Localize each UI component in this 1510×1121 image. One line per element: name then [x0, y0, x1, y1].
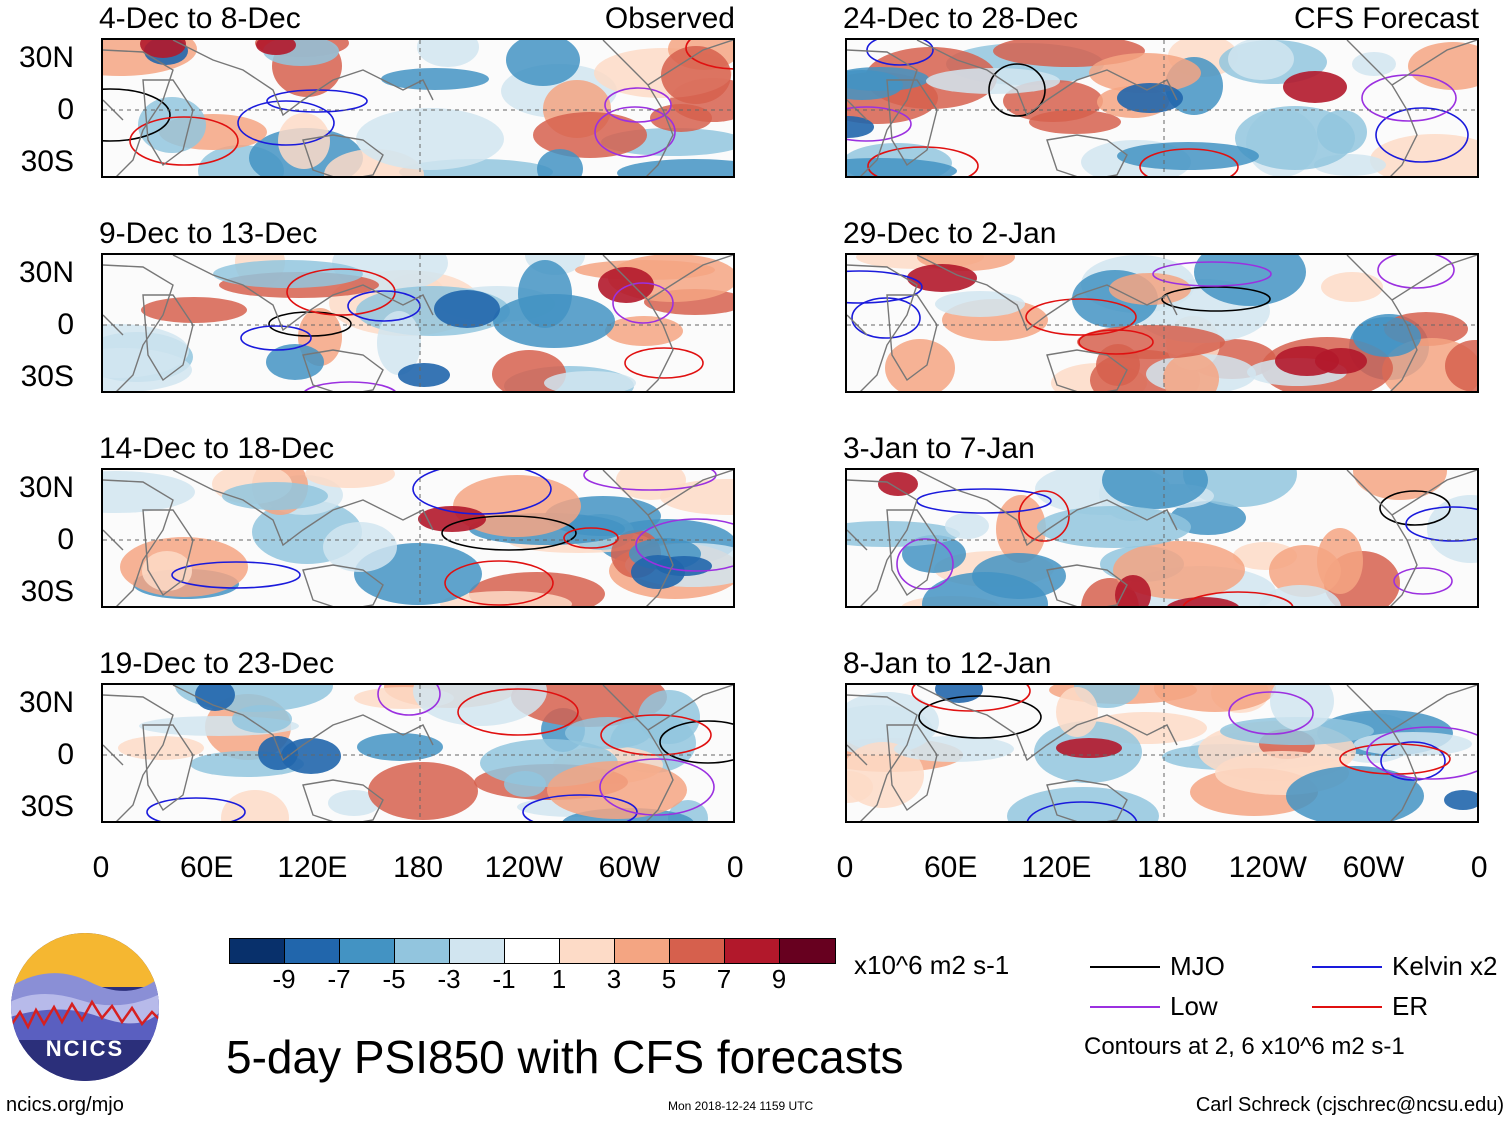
lon-label-left-3: 180: [393, 851, 444, 884]
colorbar: [229, 938, 836, 964]
legend-line-mjo: [1090, 966, 1160, 968]
colorbar-cell-1: [285, 939, 340, 963]
lat-label-2-2: 30S: [20, 575, 74, 608]
lat-label-3-0: 30N: [18, 686, 74, 719]
lat-label-1-1: 0: [57, 308, 74, 341]
map-panel-right-1: [845, 253, 1479, 393]
colorbar-cell-8: [670, 939, 725, 963]
panel-title-left-3: 19-Dec to 23-Dec: [99, 647, 335, 680]
colorbar-units: x10^6 m2 s-1: [854, 950, 1010, 980]
map-panel-left-0: [101, 38, 735, 178]
panel-title-left-1: 9-Dec to 13-Dec: [99, 217, 318, 250]
colorbar-cell-10: [780, 939, 835, 963]
colorbar-tick-2: -5: [382, 964, 406, 994]
colorbar-tick-9: 9: [771, 964, 787, 994]
legend-line-kelvin: [1312, 966, 1382, 968]
colorbar-cell-9: [725, 939, 780, 963]
colorbar-tick-6: 3: [606, 964, 622, 994]
map-panel-left-2: [101, 468, 735, 608]
lon-label-left-4: 120W: [484, 851, 563, 884]
colorbar-tick-3: -3: [437, 964, 461, 994]
panel-tag-right: CFS Forecast: [1293, 2, 1479, 35]
colorbar-cell-7: [615, 939, 670, 963]
lon-label-left-5: 60W: [598, 851, 661, 884]
colorbar-tick-1: -7: [327, 964, 351, 994]
colorbar-cell-4: [450, 939, 505, 963]
lon-label-right-0: 0: [836, 851, 854, 884]
map-panel-right-3: [845, 683, 1479, 823]
colorbar-cell-3: [395, 939, 450, 963]
footer-timestamp: Mon 2018-12-24 1159 UTC: [668, 1099, 814, 1113]
lon-label-right-3: 180: [1137, 851, 1188, 884]
contours-note: Contours at 2, 6 x10^6 m2 s-1: [1084, 1033, 1405, 1060]
colorbar-tick-4: -1: [492, 964, 516, 994]
lon-label-left-0: 0: [92, 851, 110, 884]
panel-tag-left: Observed: [604, 2, 735, 35]
logo-text: NCICS: [46, 1036, 124, 1061]
lat-label-1-2: 30S: [20, 360, 74, 393]
lon-label-right-1: 60E: [923, 851, 978, 884]
legend-label-kelvin: Kelvin x2: [1392, 951, 1498, 981]
legend-label-mjo: MJO: [1170, 951, 1225, 981]
colorbar-tick-5: 1: [551, 964, 567, 994]
legend-label-er: ER: [1392, 991, 1429, 1021]
panel-title-left-2: 14-Dec to 18-Dec: [99, 432, 335, 465]
legend-line-low: [1090, 1006, 1160, 1008]
lon-label-right-5: 60W: [1342, 851, 1405, 884]
lat-label-0-0: 30N: [18, 41, 74, 74]
colorbar-cell-5: [505, 939, 560, 963]
lat-label-2-1: 0: [57, 523, 74, 556]
footer-url[interactable]: ncics.org/mjo: [6, 1094, 124, 1116]
lat-label-1-0: 30N: [18, 256, 74, 289]
panel-title-right-0: 24-Dec to 28-Dec: [843, 2, 1079, 35]
lat-label-3-1: 0: [57, 738, 74, 771]
legend-line-er: [1312, 1006, 1382, 1008]
figure-title: 5-day PSI850 with CFS forecasts: [226, 1031, 904, 1083]
panel-title-left-0: 4-Dec to 8-Dec: [99, 2, 301, 35]
colorbar-tick-7: 5: [661, 964, 677, 994]
lon-label-left-2: 120E: [277, 851, 348, 884]
ncics-logo: NCICS: [10, 932, 160, 1082]
lat-label-2-0: 30N: [18, 471, 74, 504]
map-panel-left-3: [101, 683, 735, 823]
colorbar-tick-8: 7: [716, 964, 732, 994]
lat-label-3-2: 30S: [20, 790, 74, 823]
lon-label-right-4: 120W: [1228, 851, 1307, 884]
colorbar-cell-2: [340, 939, 395, 963]
footer-credit: Carl Schreck (cjschrec@ncsu.edu): [1195, 1094, 1504, 1116]
panel-title-right-2: 3-Jan to 7-Jan: [843, 432, 1035, 465]
lat-label-0-1: 0: [57, 93, 74, 126]
colorbar-tick-0: -9: [272, 964, 296, 994]
colorbar-cell-0: [230, 939, 285, 963]
panel-title-right-1: 29-Dec to 2-Jan: [843, 217, 1057, 250]
panel-title-right-3: 8-Jan to 12-Jan: [843, 647, 1052, 680]
map-panel-left-1: [101, 253, 735, 393]
legend-label-low: Low: [1170, 991, 1218, 1021]
lon-label-left-1: 60E: [179, 851, 234, 884]
map-panel-right-2: [845, 468, 1479, 608]
lon-label-left-6: 0: [726, 851, 744, 884]
colorbar-cell-6: [560, 939, 615, 963]
map-panel-right-0: [845, 38, 1479, 178]
lat-label-0-2: 30S: [20, 145, 74, 178]
lon-label-right-6: 0: [1470, 851, 1488, 884]
lon-label-right-2: 120E: [1021, 851, 1092, 884]
